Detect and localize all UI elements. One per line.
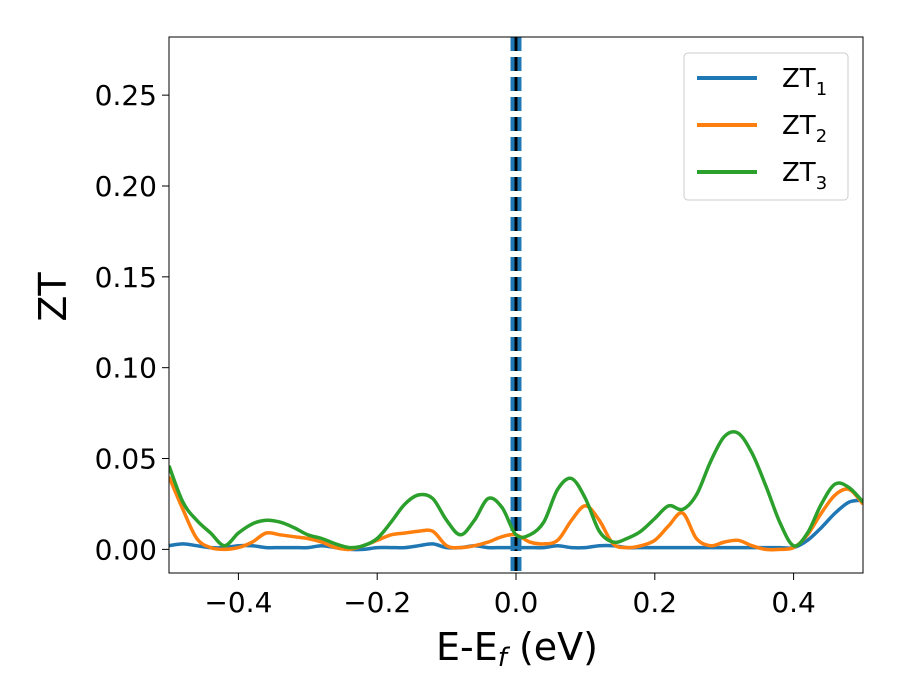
x-axis-ticks: −0.4 −0.2 0.0 0.2 0.4 (204, 573, 816, 619)
x-tick-label: −0.2 (343, 586, 411, 619)
x-tick-label: 0.2 (633, 586, 678, 619)
y-tick-label: 0.10 (95, 352, 157, 385)
x-tick-label: 0.4 (771, 586, 816, 619)
x-tick-label: 0.0 (494, 586, 539, 619)
legend-label-zt3: ZT3 (782, 158, 827, 194)
x-axis-title: E-Ef (eV) (436, 625, 598, 673)
y-axis-ticks: 0.00 0.05 0.10 0.15 0.20 0.25 (95, 79, 169, 566)
y-tick-label: 0.25 (95, 79, 157, 112)
y-tick-label: 0.20 (95, 170, 157, 203)
legend-label-zt2: ZT2 (782, 111, 827, 147)
series-line-zt3 (169, 430, 863, 550)
series-line-zt1 (169, 498, 863, 552)
series-lines (169, 430, 863, 552)
y-axis-title: ZT (31, 272, 75, 322)
legend-box (683, 52, 849, 201)
legend-label-zt1: ZT1 (782, 64, 827, 100)
x-tick-label: −0.4 (204, 586, 272, 619)
y-tick-label: 0.05 (95, 443, 157, 476)
y-tick-label: 0.15 (95, 261, 157, 294)
y-tick-label: 0.00 (95, 533, 157, 566)
legend: ZT1 ZT2 ZT3 (683, 52, 849, 201)
reference-lines (510, 37, 522, 573)
